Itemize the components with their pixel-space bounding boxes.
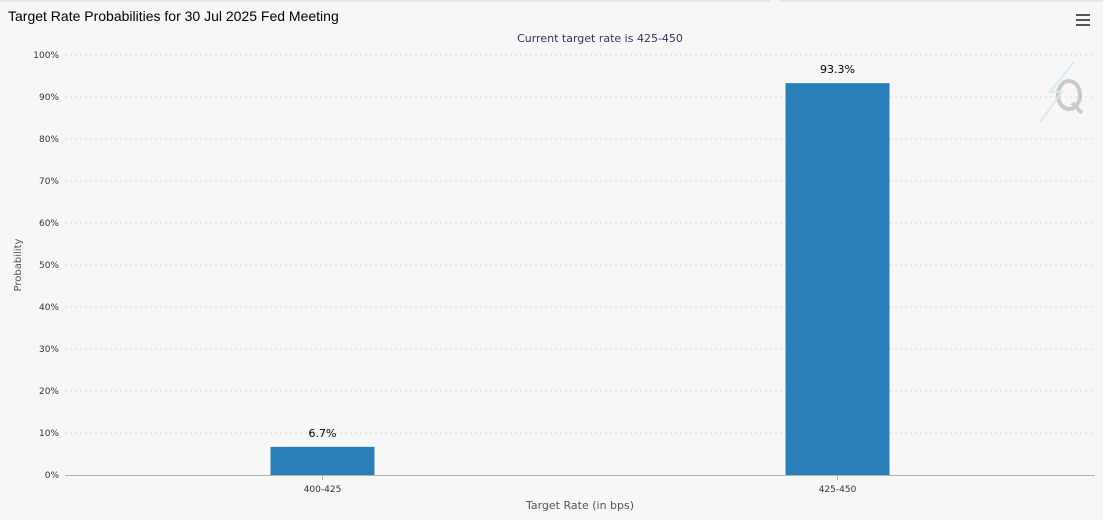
y-axis-title: Probability — [13, 238, 24, 291]
top-divider-left — [0, 0, 770, 2]
y-tick-label: 40% — [39, 303, 59, 313]
bar-425-450 — [785, 83, 890, 475]
chart-subtitle: Current target rate is 425-450 — [517, 32, 683, 45]
bar-400-425 — [270, 446, 375, 475]
y-tick-label: 70% — [39, 177, 59, 187]
y-tick-label: 10% — [39, 429, 59, 439]
y-tick-label: 80% — [39, 135, 59, 145]
top-divider-right — [780, 0, 1103, 2]
y-tick-label: 60% — [39, 219, 59, 229]
x-axis-title: Target Rate (in bps) — [525, 499, 634, 512]
y-tick-label: 50% — [39, 261, 59, 271]
q-logo-watermark — [1039, 61, 1084, 123]
x-tick-label: 425-450 — [819, 485, 857, 495]
y-tick-label: 20% — [39, 387, 59, 397]
hamburger-menu-icon[interactable] — [1074, 12, 1092, 28]
chart-title: Target Rate Probabilities for 30 Jul 202… — [8, 8, 339, 24]
data-label: 93.3% — [820, 63, 855, 76]
data-label: 6.7% — [309, 427, 337, 440]
y-tick-label: 30% — [39, 345, 59, 355]
x-tick-label: 400-425 — [304, 485, 342, 495]
y-tick-label: 90% — [39, 93, 59, 103]
y-tick-label: 100% — [33, 51, 59, 61]
y-tick-label: 0% — [45, 471, 60, 481]
